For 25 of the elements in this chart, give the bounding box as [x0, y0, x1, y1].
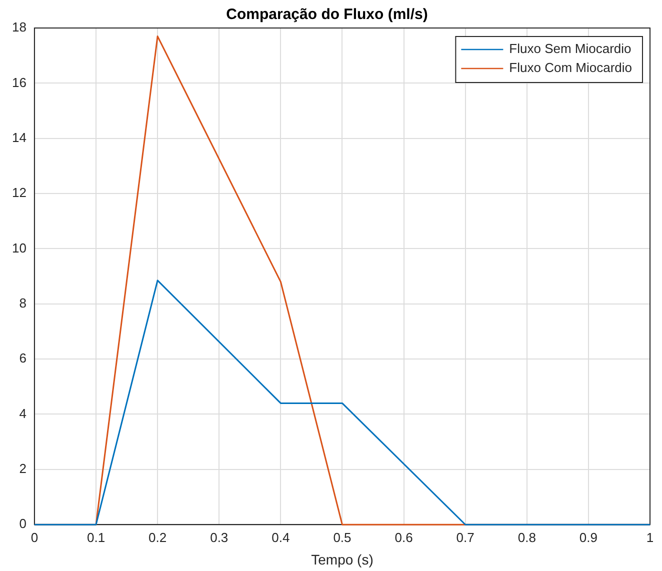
- x-tick-label: 0.8: [518, 530, 536, 545]
- x-tick-label: 0.4: [272, 530, 290, 545]
- x-tick-label: 0.5: [333, 530, 352, 545]
- x-tick-label: 0.6: [394, 530, 413, 545]
- y-tick-label: 14: [12, 130, 26, 145]
- y-tick-label: 12: [12, 185, 26, 200]
- legend-label: Fluxo Com Miocardio: [509, 60, 632, 76]
- x-tick-label: 0.2: [148, 530, 167, 545]
- legend-label: Fluxo Sem Miocardio: [509, 41, 632, 56]
- x-tick-label: 0.3: [210, 530, 228, 545]
- x-axis-title: Tempo (s): [311, 551, 374, 568]
- y-tick-label: 18: [12, 20, 26, 35]
- y-tick-label: 16: [12, 74, 26, 90]
- x-tick-label: 0: [30, 530, 38, 545]
- y-tick-label: 6: [19, 350, 26, 366]
- y-tick-label: 8: [19, 295, 26, 310]
- y-tick-label: 2: [19, 461, 26, 476]
- y-tick-label: 4: [19, 406, 26, 421]
- x-tick-label: 0.1: [86, 530, 106, 545]
- y-tick-label: 10: [12, 240, 26, 256]
- x-tick-label: 0.9: [579, 530, 598, 545]
- y-tick-label: 0: [19, 516, 26, 532]
- x-tick-label: 1: [646, 530, 654, 545]
- chart-title: Comparação do Fluxo (ml/s): [226, 6, 428, 24]
- x-tick-label: 0.7: [456, 530, 474, 545]
